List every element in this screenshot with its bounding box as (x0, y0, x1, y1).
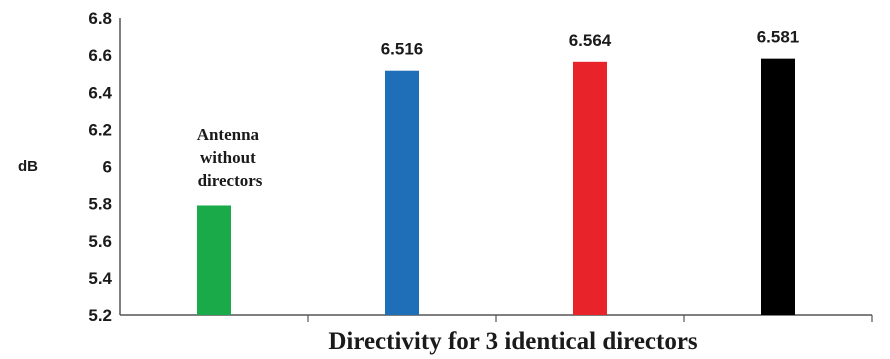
bar-value-label: 6.581 (757, 28, 800, 47)
bar-annotation-line-1: Antenna (197, 125, 260, 144)
data-labels: 6.516 6.564 6.581 (381, 28, 800, 59)
y-tick-label: 6 (103, 158, 112, 177)
bar-annotation-line-3: directors (198, 171, 263, 190)
y-tick-label: 6.4 (88, 83, 112, 102)
bar (573, 61, 607, 316)
y-tick-label: 5.2 (88, 306, 112, 325)
bar (385, 70, 419, 315)
y-axis-label: dB (18, 158, 38, 175)
y-tick-label: 6.8 (88, 9, 112, 28)
y-tick-label: 5.4 (88, 269, 112, 288)
bar-annotation: Antenna without directors (197, 125, 264, 190)
y-tick-label: 5.6 (88, 232, 112, 251)
y-tick-label: 6.6 (88, 46, 112, 65)
bars (197, 58, 795, 316)
y-tick-label: 5.8 (88, 195, 112, 214)
x-axis-label: Directivity for 3 identical directors (328, 328, 698, 355)
bar (197, 205, 231, 315)
category-dividers (307, 315, 873, 322)
bar (761, 58, 795, 315)
bar-value-label: 6.564 (569, 31, 612, 50)
y-tick-label: 6.2 (88, 120, 112, 139)
bar-annotation-line-2: without (200, 148, 256, 167)
y-tick-labels: 6.8 6.6 6.4 6.2 6 5.8 5.6 5.4 5.2 (88, 9, 112, 325)
bar-value-label: 6.516 (381, 40, 424, 59)
